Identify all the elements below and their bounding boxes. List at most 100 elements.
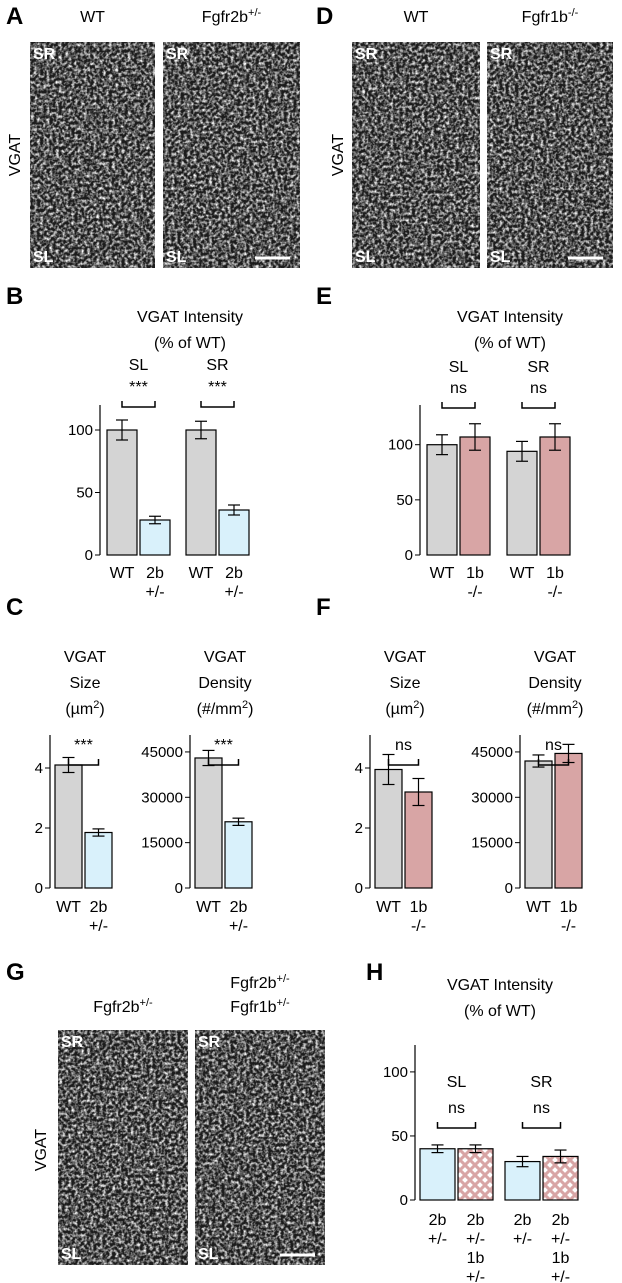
x-tick-label: WT [510,565,535,582]
group-label: SR [206,357,228,374]
bar [185,429,217,556]
y-tick-label: 45000 [141,744,183,761]
text-part: VGAT [534,649,577,666]
bar [224,821,253,889]
panel-letter: G [6,959,25,986]
text-part: (µm [385,701,413,718]
region-label: SR [33,46,56,63]
bar [459,436,491,556]
bar [524,760,553,889]
group-label: SL [447,1074,467,1091]
y-tick-label: 0 [35,880,43,897]
text-part: VGAT [64,649,107,666]
significance-bracket [67,759,100,766]
text-part: ) [419,701,424,718]
bar [506,450,538,556]
panel-letter: B [6,283,23,310]
significance: ns [448,1100,465,1117]
x-tick-label: 1b [410,899,428,916]
significance-bracket [387,759,420,766]
x-tick-label: +/- [224,584,243,601]
region-label: SL [198,1246,219,1263]
text-part: WT [404,9,429,26]
region-label: SL [166,249,187,266]
significance: *** [214,737,233,754]
region-label: SL [33,249,54,266]
y-tick-label: 0 [400,1192,408,1209]
bar [139,519,171,556]
significance: ns [530,380,547,397]
text-part: Size [69,675,100,692]
column-label: Fgfr2b+/- [230,973,290,992]
chart-title: VGAT Intensity [457,309,563,326]
x-tick-label: +/- [466,1231,485,1248]
y-tick-label: 15000 [141,835,183,852]
text-part: (#/mm [527,701,572,718]
chart-title: (#/mm2) [197,699,254,718]
text-part: (#/mm [197,701,242,718]
chart-title: Density [198,675,251,692]
y-tick-label: 45000 [471,744,513,761]
text-part: 2 [93,699,99,711]
y-tick-label: 100 [383,1064,408,1081]
bar [374,768,403,889]
significance-bracket [521,1122,562,1129]
text-part: Fgfr1b [522,9,568,26]
bar [106,429,138,556]
x-tick-label: +/- [551,1269,570,1283]
chart-title: (#/mm2) [527,699,584,718]
significance-bracket [521,402,556,409]
text-part: +/- [248,7,261,19]
region-label: SL [61,1246,82,1263]
x-tick-label: +/- [229,918,248,935]
y-tick-label: 50 [391,1128,408,1145]
y-tick-label: 4 [35,760,43,777]
text-part: Density [198,675,251,692]
text-part: VGAT Intensity [447,977,553,994]
text-part: 2 [413,699,419,711]
x-tick-label: 2b [514,1212,532,1229]
y-tick-label: 0 [505,880,513,897]
chart-title: Size [69,675,100,692]
stain-label: VGAT [330,134,347,177]
column-label: Fgfr1b+/- [230,997,290,1016]
significance: ns [395,737,412,754]
bar [426,444,458,556]
bar [194,757,223,889]
x-tick-label: 2b [429,1212,447,1229]
y-tick-label: 0 [405,547,413,564]
significance-bracket [207,759,240,766]
x-tick-label: +/- [551,1231,570,1248]
text-part: Size [389,675,420,692]
chart-title: (% of WT) [464,1003,536,1020]
y-tick-label: 100 [388,437,413,454]
bar [457,1148,494,1201]
text-part: VGAT [204,649,247,666]
chart-title: VGAT [204,649,247,666]
chart-title: Density [528,675,581,692]
panel-letter: E [316,283,332,310]
text-part: VGAT Intensity [457,309,563,326]
x-tick-label: 1b [560,899,578,916]
text-part: Fgfr2b [202,9,248,26]
significance-bracket [537,759,570,766]
significance-bracket [441,402,476,409]
text-part: Fgfr2b [93,999,139,1016]
y-tick-label: 100 [68,422,93,439]
panel-letter: A [6,3,23,30]
panel-letter: C [6,594,23,621]
chart-title: (% of WT) [154,335,226,352]
region-label: SR [355,46,378,63]
significance-bracket [121,401,156,408]
micrograph-texture [30,42,155,268]
significance-bracket [200,401,235,408]
x-tick-label: 1b [552,1250,570,1267]
x-tick-label: WT [526,899,551,916]
text-part: 2 [242,699,248,711]
chart-title: (% of WT) [474,335,546,352]
group-label: SL [129,357,149,374]
x-tick-label: WT [196,899,221,916]
chart-title: VGAT [534,649,577,666]
region-label: SL [490,249,511,266]
